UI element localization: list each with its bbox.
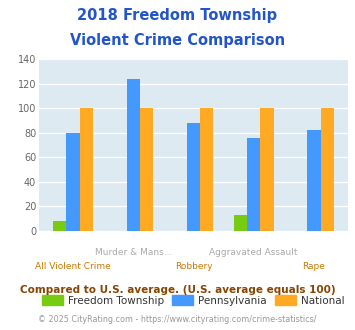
Bar xyxy=(307,130,321,231)
Text: Robbery: Robbery xyxy=(175,262,212,271)
Text: Aggravated Assault: Aggravated Assault xyxy=(209,248,298,257)
Legend: Freedom Township, Pennsylvania, National: Freedom Township, Pennsylvania, National xyxy=(38,291,349,310)
Text: © 2025 CityRating.com - https://www.cityrating.com/crime-statistics/: © 2025 CityRating.com - https://www.city… xyxy=(38,315,317,324)
Text: Rape: Rape xyxy=(302,262,326,271)
Text: Compared to U.S. average. (U.S. average equals 100): Compared to U.S. average. (U.S. average … xyxy=(20,285,335,295)
Bar xyxy=(321,109,334,231)
Bar xyxy=(200,109,213,231)
Bar xyxy=(80,109,93,231)
Bar xyxy=(247,138,260,231)
Bar xyxy=(234,215,247,231)
Text: All Violent Crime: All Violent Crime xyxy=(35,262,111,271)
Bar xyxy=(53,221,66,231)
Bar xyxy=(140,109,153,231)
Text: 2018 Freedom Township: 2018 Freedom Township xyxy=(77,8,278,23)
Bar xyxy=(260,109,274,231)
Text: Murder & Mans...: Murder & Mans... xyxy=(94,248,172,257)
Bar xyxy=(66,133,80,231)
Bar xyxy=(127,79,140,231)
Text: Violent Crime Comparison: Violent Crime Comparison xyxy=(70,33,285,48)
Bar xyxy=(187,123,200,231)
